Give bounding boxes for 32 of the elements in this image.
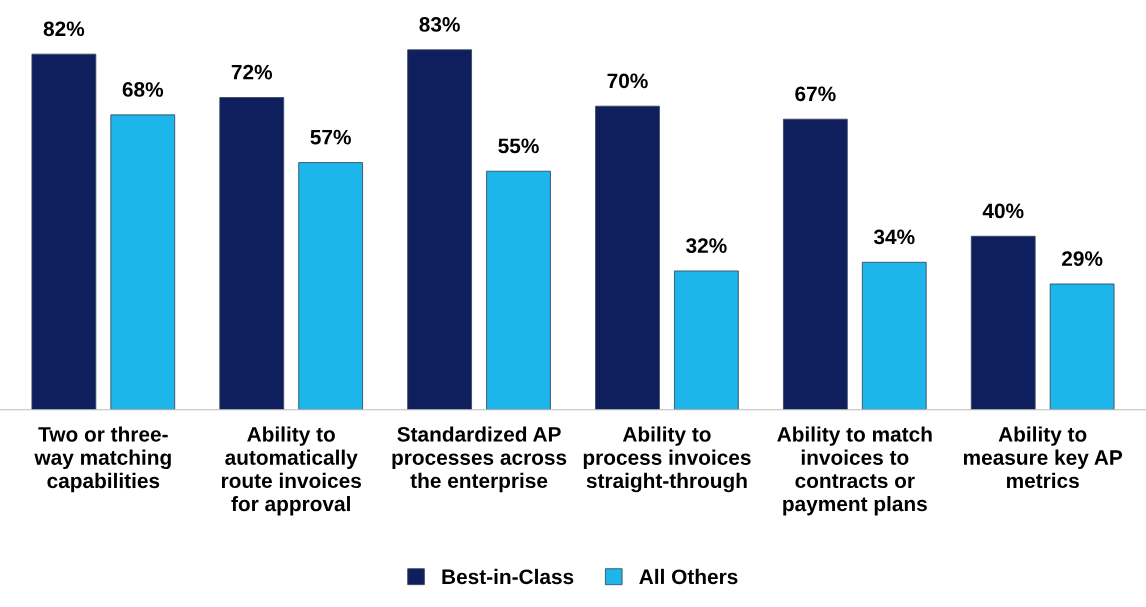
- x-tick-label: Standardized AP processes across the enterprise: [392, 426, 567, 493]
- bar: [31, 53, 97, 410]
- bar: [970, 235, 1036, 410]
- data-label: 82%: [43, 21, 85, 37]
- bar: [407, 49, 472, 410]
- x-tick-label: Ability to process invoices straight-through: [583, 426, 751, 493]
- data-label: 29%: [1062, 251, 1103, 266]
- data-label: 67%: [795, 86, 836, 102]
- x-tick-label: Ability to measure key AP metrics: [963, 426, 1123, 489]
- bar: [219, 97, 285, 410]
- data-label: 32%: [686, 238, 727, 253]
- data-label: 34%: [873, 229, 915, 245]
- x-tick-label: Ability to automatically route invoices for approval: [221, 426, 361, 516]
- data-label: 83%: [419, 17, 460, 32]
- data-label: 68%: [122, 82, 164, 97]
- bar: [298, 162, 364, 410]
- legend-label: All Others: [639, 568, 738, 585]
- bar: [110, 114, 176, 410]
- legend-label: Best-in-Class: [442, 568, 574, 585]
- data-label: 72%: [231, 64, 273, 80]
- x-tick-label: Ability to match invoices to contracts or payment plans: [777, 426, 932, 516]
- bar: [782, 118, 848, 410]
- data-label: 40%: [982, 203, 1024, 219]
- data-label: 70%: [607, 73, 648, 89]
- bar: [674, 270, 739, 410]
- bar: [1049, 283, 1115, 410]
- bar: [486, 170, 551, 410]
- x-tick-label: Two or three- way matching capabilities: [34, 426, 171, 493]
- data-label: 55%: [498, 138, 539, 154]
- data-label: 57%: [310, 129, 351, 145]
- bar: [595, 105, 660, 410]
- bar: [861, 261, 927, 410]
